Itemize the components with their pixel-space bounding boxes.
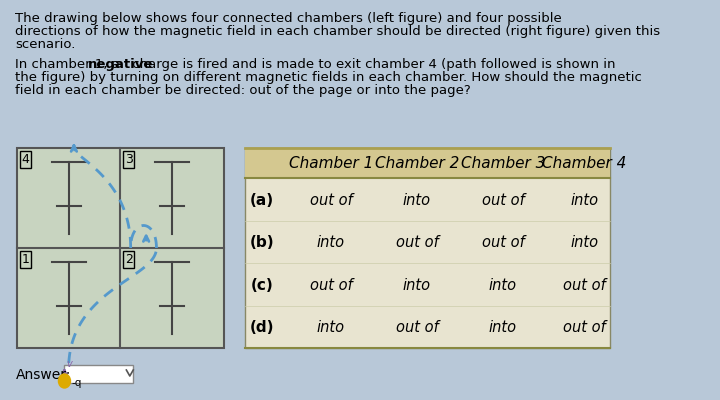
Text: (d): (d) bbox=[250, 320, 274, 335]
Text: (b): (b) bbox=[250, 235, 274, 250]
Text: -q: -q bbox=[71, 378, 82, 388]
Text: The drawing below shows four connected chambers (left figure) and four possible: The drawing below shows four connected c… bbox=[15, 12, 562, 25]
Text: Chamber 2: Chamber 2 bbox=[374, 156, 459, 172]
Text: (a): (a) bbox=[250, 193, 274, 208]
Text: Chamber 4: Chamber 4 bbox=[542, 156, 626, 172]
Text: field in each chamber be directed: out of the page or into the page?: field in each chamber be directed: out o… bbox=[15, 84, 471, 97]
Bar bbox=[245, 148, 611, 178]
Text: into: into bbox=[317, 235, 345, 250]
Text: scenario.: scenario. bbox=[15, 38, 76, 51]
Text: out of: out of bbox=[395, 320, 438, 335]
Text: out of: out of bbox=[395, 235, 438, 250]
Text: out of: out of bbox=[310, 193, 352, 208]
Text: charge is fired and is made to exit chamber 4 (path followed is shown in: charge is fired and is made to exit cham… bbox=[128, 58, 616, 71]
Text: out of: out of bbox=[482, 235, 524, 250]
Bar bbox=[17, 148, 223, 348]
Text: out of: out of bbox=[482, 193, 524, 208]
Text: (c): (c) bbox=[251, 278, 274, 293]
Text: negative: negative bbox=[88, 58, 153, 71]
Text: into: into bbox=[489, 278, 517, 293]
Text: directions of how the magnetic field in each chamber should be directed (right f: directions of how the magnetic field in … bbox=[15, 25, 660, 38]
Text: Chamber 3: Chamber 3 bbox=[461, 156, 545, 172]
Text: 2: 2 bbox=[125, 253, 132, 266]
Text: 3: 3 bbox=[125, 153, 132, 166]
Text: out of: out of bbox=[563, 320, 606, 335]
Text: into: into bbox=[317, 320, 345, 335]
Text: Chamber 1: Chamber 1 bbox=[289, 156, 373, 172]
Text: into: into bbox=[570, 193, 598, 208]
Text: out of: out of bbox=[563, 278, 606, 293]
Text: Answer:: Answer: bbox=[15, 368, 71, 382]
Text: into: into bbox=[403, 278, 431, 293]
Circle shape bbox=[58, 374, 71, 388]
Text: into: into bbox=[489, 320, 517, 335]
Bar bbox=[65, 365, 133, 383]
Text: out of: out of bbox=[310, 278, 352, 293]
Text: into: into bbox=[570, 235, 598, 250]
Text: into: into bbox=[403, 193, 431, 208]
Text: 1: 1 bbox=[22, 253, 30, 266]
Bar bbox=[245, 148, 611, 348]
Text: v: v bbox=[66, 359, 72, 369]
Text: 4: 4 bbox=[22, 153, 30, 166]
Text: In chamber 1, a: In chamber 1, a bbox=[15, 58, 125, 71]
Text: the figure) by turning on different magnetic fields in each chamber. How should : the figure) by turning on different magn… bbox=[15, 71, 642, 84]
